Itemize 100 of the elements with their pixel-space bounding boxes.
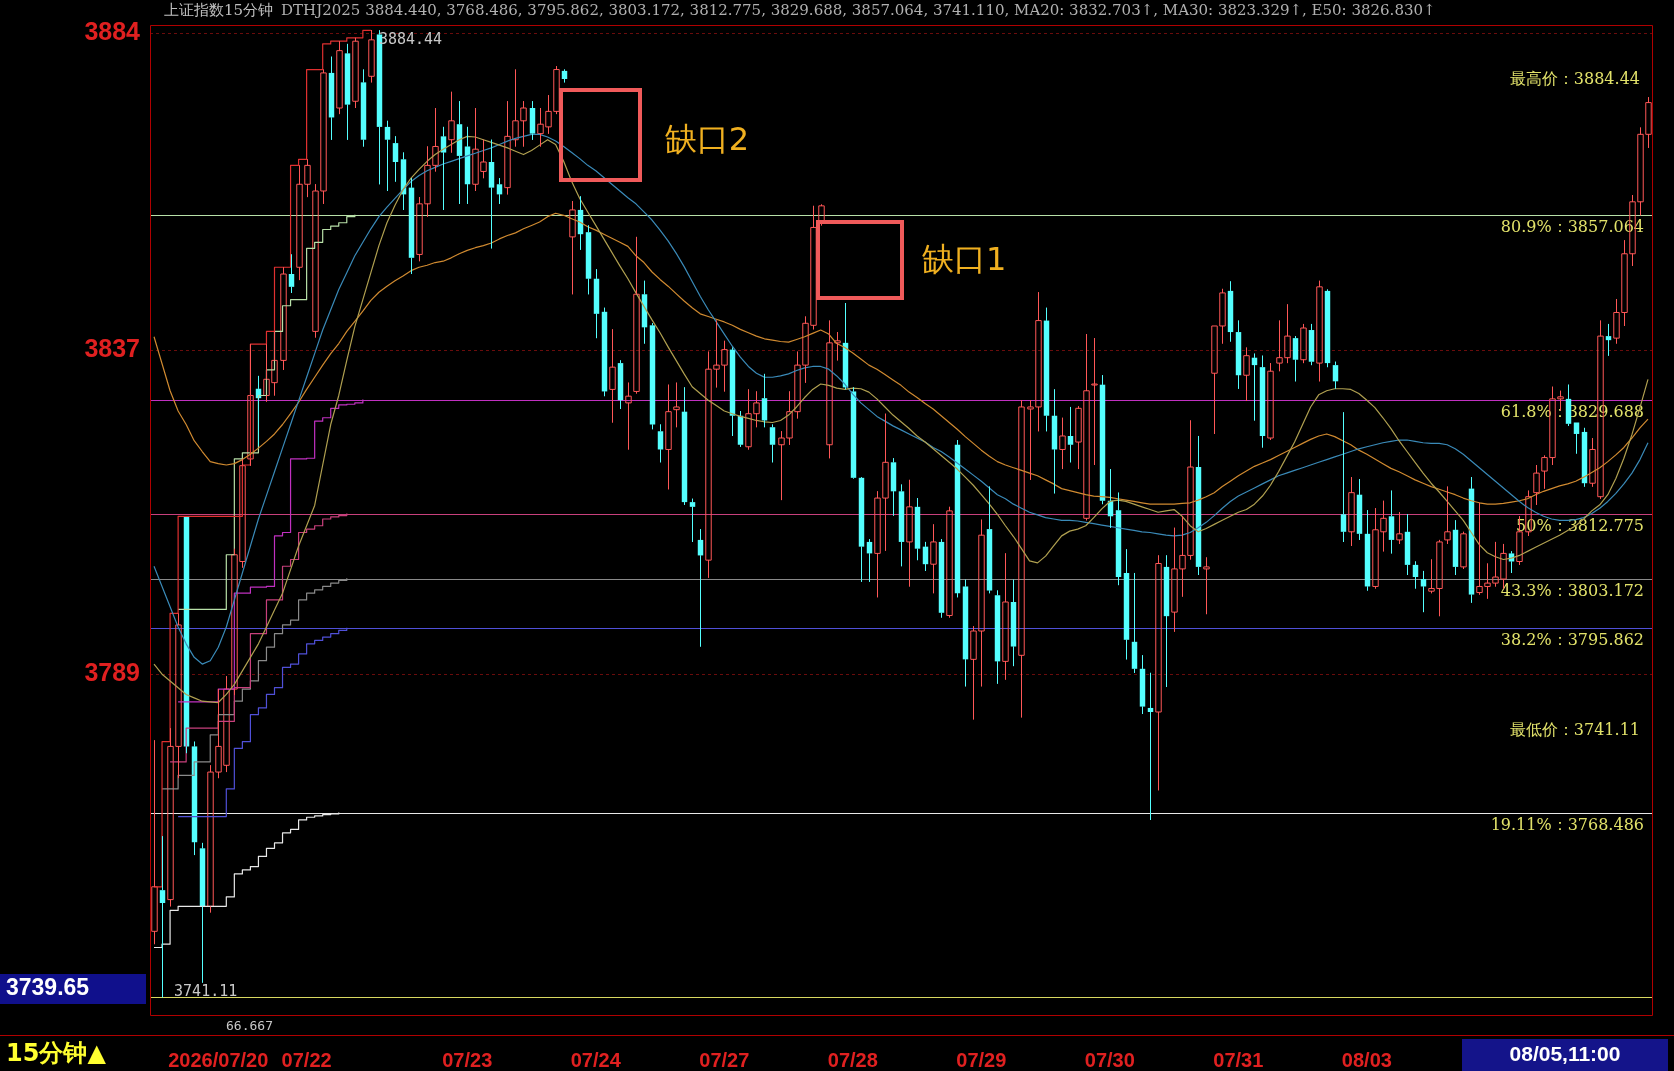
chart-title: 上证指数15分钟: [164, 0, 274, 19]
candlestick: [946, 506, 953, 619]
x-tick-label: 07/31: [1213, 1048, 1264, 1071]
candlestick: [930, 523, 937, 594]
x-tick-label: 08/03: [1341, 1048, 1392, 1071]
candlestick: [761, 373, 768, 428]
candlestick: [344, 43, 351, 141]
candlestick: [938, 538, 945, 619]
candlestick: [1203, 556, 1210, 615]
x-tick-label: 07/29: [956, 1048, 1007, 1071]
y-tick-label: 3789: [84, 658, 140, 687]
x-tick-label: 07/30: [1084, 1048, 1135, 1071]
candlestick: [1332, 361, 1339, 390]
candlestick: [1018, 399, 1025, 718]
candlestick: [151, 739, 158, 945]
candlestick: [1300, 323, 1307, 364]
candlestick: [328, 56, 335, 141]
candlestick: [529, 100, 536, 141]
annotation: 最高价：3884.44: [1509, 69, 1640, 89]
ref-line-label: 38.2%：3795.862: [1500, 629, 1644, 649]
candlestick: [561, 70, 568, 83]
candlestick: [1356, 478, 1363, 541]
annotation: 缺口2: [664, 120, 750, 159]
candlestick: [1067, 406, 1074, 463]
candlestick: [1051, 388, 1058, 494]
candlestick: [601, 307, 608, 397]
candlestick: [585, 224, 592, 295]
text: 3739.65: [6, 974, 90, 1001]
candlestick: [681, 386, 688, 506]
candlestick: [408, 177, 415, 275]
x-tick-label: 07/23: [442, 1048, 493, 1071]
ref-line-label: 19.11%：3768.486: [1490, 814, 1644, 834]
candlestick: [1115, 492, 1122, 586]
candlestick: [649, 322, 656, 430]
annotation: 3741.11: [174, 981, 238, 1000]
candlestick: [392, 135, 399, 183]
candlestick: [247, 343, 254, 467]
candlestick: [288, 253, 295, 294]
candlestick: [1002, 552, 1009, 681]
candlestick: [448, 91, 455, 154]
candlestick: [1605, 323, 1612, 357]
candlestick: [994, 590, 1001, 685]
candlestick: [593, 268, 600, 339]
candlestick: [1388, 490, 1395, 554]
y-tick-label: 3837: [84, 334, 140, 363]
candlestick: [890, 457, 897, 517]
candlestick: [496, 177, 503, 205]
candlestick: [914, 497, 921, 561]
x-tick-label: 2026/07/20: [168, 1048, 269, 1071]
candlestick: [1043, 307, 1050, 432]
candlestick: [609, 328, 616, 423]
candlestick: [1316, 280, 1323, 382]
candlestick: [1444, 486, 1451, 545]
candlestick: [1348, 476, 1355, 547]
candlestick: [1147, 672, 1154, 821]
ref-line-label: 43.3%：3803.172: [1500, 580, 1644, 600]
candlestick: [569, 200, 576, 295]
candlestick: [1396, 511, 1403, 545]
candlestick: [1324, 290, 1331, 368]
candlestick: [1131, 572, 1138, 674]
candlestick: [360, 69, 367, 147]
candlestick: [625, 382, 632, 450]
text: 66.667: [226, 1018, 273, 1034]
candlestick: [1227, 280, 1234, 342]
candlestick: [689, 498, 696, 543]
candlestick: [1340, 411, 1347, 543]
candlestick: [368, 29, 375, 83]
chart-subtitle: DTHJ2025 3884.440, 3768.486, 3795.862, 3803.172, 3812.775, 3829.688, 3857.064, 3741.110, MA20: 3832.703↑, MA30: 3823.329↑, E50: 3826.830↑: [281, 0, 1436, 19]
candlestick: [665, 384, 672, 490]
candlestick: [1059, 417, 1066, 470]
candlestick: [1099, 374, 1106, 505]
candlestick: [1412, 561, 1419, 589]
text: 15分钟▲: [6, 1039, 107, 1068]
candlestick: [1123, 548, 1130, 660]
candlestick: [850, 386, 857, 478]
candlestick: [1010, 579, 1017, 667]
candlestick: [858, 477, 865, 583]
candlestick: [280, 266, 287, 371]
x-tick-label: 07/28: [827, 1048, 878, 1071]
candlestick: [159, 835, 166, 998]
candlestick: [1235, 320, 1242, 390]
y-tick-label: 3884: [84, 16, 141, 45]
annotation: 缺口1: [921, 240, 1007, 279]
candlestick: [1460, 531, 1467, 570]
candlestick: [488, 139, 495, 249]
x-tick-label: 07/24: [570, 1048, 622, 1071]
candlestick: [1259, 355, 1266, 448]
candlestick: [1292, 335, 1299, 382]
candlestick: [898, 484, 905, 567]
candlestick: [1155, 554, 1162, 791]
candlestick: [1267, 362, 1274, 441]
candlestick: [199, 842, 206, 984]
annotation: 最低价：3741.11: [1509, 720, 1640, 740]
candlestick: [336, 40, 343, 115]
candlestick: [986, 486, 993, 594]
candlestick: [673, 382, 680, 428]
candlestick: [1364, 509, 1371, 592]
candlestick: [906, 479, 913, 587]
candlestick: [769, 424, 776, 463]
x-tick-label: 07/27: [699, 1048, 750, 1071]
